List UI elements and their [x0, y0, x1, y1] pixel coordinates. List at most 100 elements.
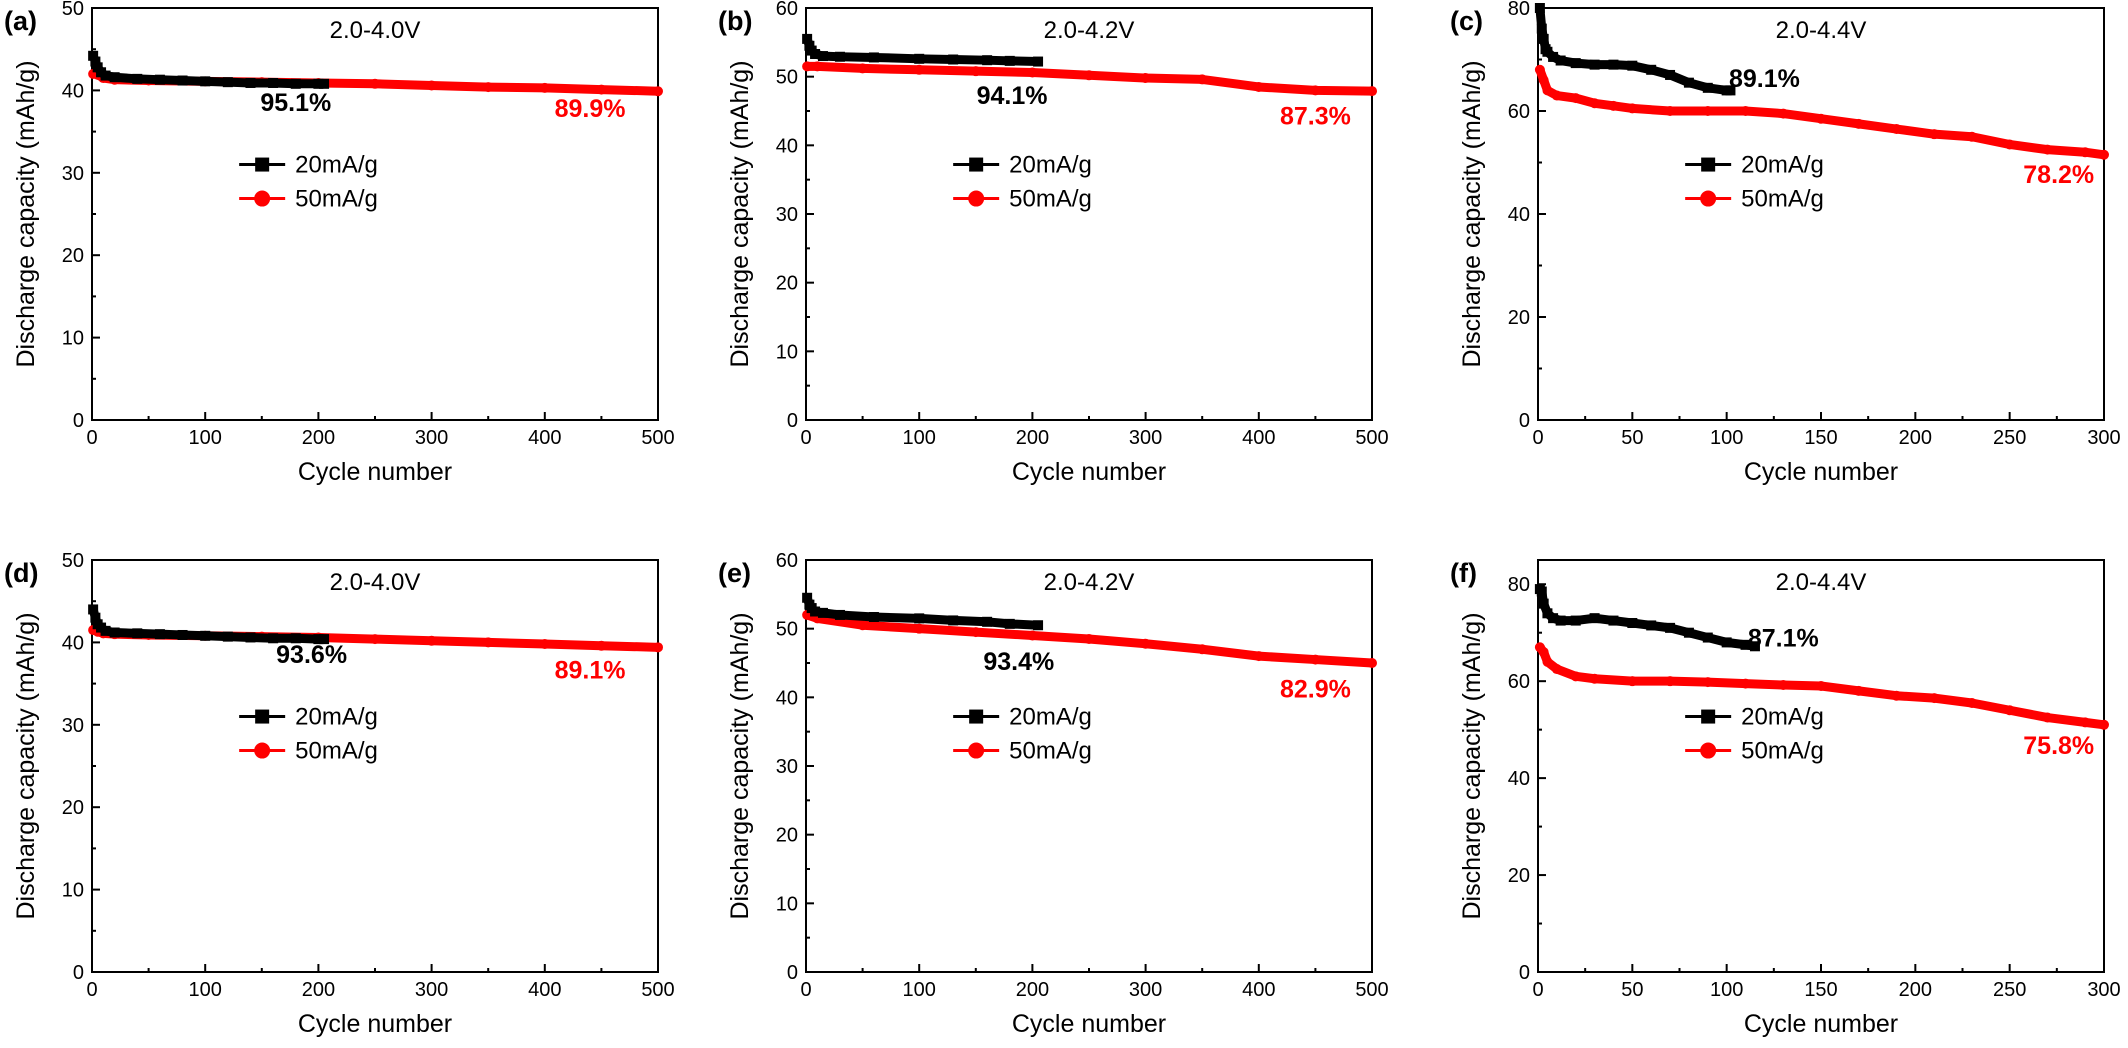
legend-square-marker-icon: [255, 709, 270, 724]
data-point-20mag: [100, 625, 111, 636]
data-point-20mag: [948, 615, 959, 626]
data-point-50mag: [483, 82, 494, 93]
x-tick-label: 50: [1621, 427, 1643, 449]
data-point-50mag: [1027, 67, 1038, 78]
y-tick-label: 80: [1508, 574, 1530, 596]
data-point-50mag: [1197, 644, 1208, 655]
data-point-20mag: [132, 73, 143, 84]
data-point-50mag: [1929, 693, 1940, 704]
data-point-20mag: [200, 630, 211, 641]
y-tick-label: 20: [1508, 865, 1530, 887]
y-axis-label: Discharge capacity (mAh/g): [12, 60, 40, 367]
voltage-window-label: 2.0-4.2V: [1044, 569, 1135, 596]
data-point-20mag: [268, 633, 279, 644]
x-tick-label: 0: [800, 979, 811, 1001]
data-point-50mag: [970, 66, 981, 77]
chart-panel-6: 0 50 100 150 200 250 300 0 20 40 60 80 Cycle number D…: [1450, 558, 2121, 1038]
data-point-50mag: [1966, 697, 1977, 708]
x-tick-label: 500: [641, 427, 674, 449]
y-tick-label: 10: [62, 328, 84, 350]
retention-annotation: 75.8%: [2023, 732, 2094, 760]
x-tick-label: 250: [1993, 979, 2026, 1001]
x-tick-label: 300: [2087, 427, 2120, 449]
x-tick-label: 500: [1355, 427, 1388, 449]
retention-annotation: 87.3%: [1280, 103, 1351, 131]
x-tick-label: 100: [1710, 427, 1743, 449]
y-tick-label: 40: [1508, 204, 1530, 226]
panel-label: (f): [1450, 558, 1477, 588]
data-point-20mag: [313, 78, 324, 89]
data-point-50mag: [1551, 664, 1562, 675]
plot-frame: [91, 7, 659, 421]
y-tick-label: 50: [62, 0, 84, 20]
data-point-50mag: [653, 642, 663, 653]
x-tick-label: 500: [1355, 979, 1388, 1001]
data-point-20mag: [1534, 3, 1545, 13]
x-tick-label: 150: [1804, 427, 1837, 449]
data-point-20mag: [1646, 620, 1657, 631]
y-tick-label: 40: [62, 80, 84, 102]
y-tick-label: 20: [776, 273, 798, 295]
retention-annotation: 89.1%: [555, 657, 626, 685]
data-point-20mag: [868, 52, 879, 63]
x-tick-label: 200: [1899, 427, 1932, 449]
panel-label: (a): [4, 6, 37, 36]
series-line-20mag: [1535, 3, 1735, 95]
data-point-20mag: [868, 611, 879, 622]
x-tick-label: 250: [1993, 427, 2026, 449]
legend-square-marker-icon: [1701, 157, 1716, 172]
x-tick-label: 400: [528, 427, 561, 449]
data-point-50mag: [1778, 108, 1789, 119]
legend: 20mA/g 50mA/g: [1685, 704, 1824, 765]
x-tick-label: 200: [1016, 979, 1049, 1001]
voltage-window-label: 2.0-4.2V: [1044, 17, 1135, 44]
data-point-20mag: [88, 50, 99, 61]
data-point-20mag: [1702, 82, 1713, 93]
y-tick-label: 20: [1508, 307, 1530, 329]
data-point-50mag: [1310, 85, 1321, 96]
legend-entry-label: 50mA/g: [295, 186, 378, 213]
voltage-window-label: 2.0-4.0V: [330, 569, 421, 596]
x-tick-label: 300: [415, 427, 448, 449]
data-point-20mag: [1548, 51, 1559, 62]
data-point-20mag: [1542, 46, 1553, 57]
x-tick-label: 200: [1899, 979, 1932, 1001]
x-tick-label: 0: [86, 427, 97, 449]
data-point-20mag: [810, 606, 821, 617]
legend-circle-marker-icon: [1700, 190, 1717, 207]
series-line-50mag: [802, 610, 1377, 668]
retention-annotation: 94.1%: [977, 82, 1048, 110]
y-tick-label: 30: [776, 204, 798, 226]
data-point-20mag: [1033, 620, 1044, 631]
data-point-50mag: [2099, 719, 2109, 730]
data-point-50mag: [1608, 100, 1619, 111]
retention-annotation: 93.4%: [983, 648, 1054, 676]
data-point-20mag: [810, 49, 821, 60]
panel-label: (d): [4, 558, 38, 588]
x-tick-label: 200: [1016, 427, 1049, 449]
data-point-50mag: [914, 64, 925, 75]
panel-label: (c): [1450, 6, 1483, 36]
data-point-20mag: [200, 76, 211, 87]
data-point-50mag: [370, 78, 380, 89]
voltage-window-label: 2.0-4.4V: [1776, 17, 1867, 44]
data-point-50mag: [1253, 651, 1264, 662]
data-point-20mag: [154, 74, 165, 85]
data-point-50mag: [1891, 124, 1902, 135]
data-point-20mag: [1570, 58, 1581, 69]
data-point-50mag: [857, 620, 868, 631]
data-point-50mag: [2080, 147, 2091, 158]
x-axis-label: Cycle number: [298, 458, 452, 486]
retention-annotation: 95.1%: [260, 89, 331, 117]
y-tick-label: 20: [62, 797, 84, 819]
data-point-50mag: [1310, 654, 1321, 665]
x-axis-label: Cycle number: [1744, 458, 1898, 486]
x-axis-label: Cycle number: [1744, 1010, 1898, 1038]
data-point-20mag: [1589, 613, 1600, 624]
data-point-20mag: [982, 55, 993, 66]
data-point-50mag: [1891, 690, 1902, 701]
x-tick-label: 500: [641, 979, 674, 1001]
legend-entry-label: 50mA/g: [295, 738, 378, 765]
x-tick-label: 400: [1242, 427, 1275, 449]
chart-panel-2: 0 100 200 300 400 500 0 10 20 30 40 50 60 Cycle numbe…: [718, 0, 1389, 486]
